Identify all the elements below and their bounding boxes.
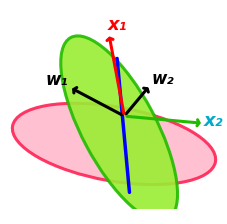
Ellipse shape (12, 103, 215, 185)
Text: w₂: w₂ (151, 70, 173, 88)
Ellipse shape (60, 36, 177, 221)
Text: w₁: w₁ (46, 71, 68, 89)
Text: x₁: x₁ (107, 17, 126, 34)
Text: x₂: x₂ (203, 112, 223, 130)
